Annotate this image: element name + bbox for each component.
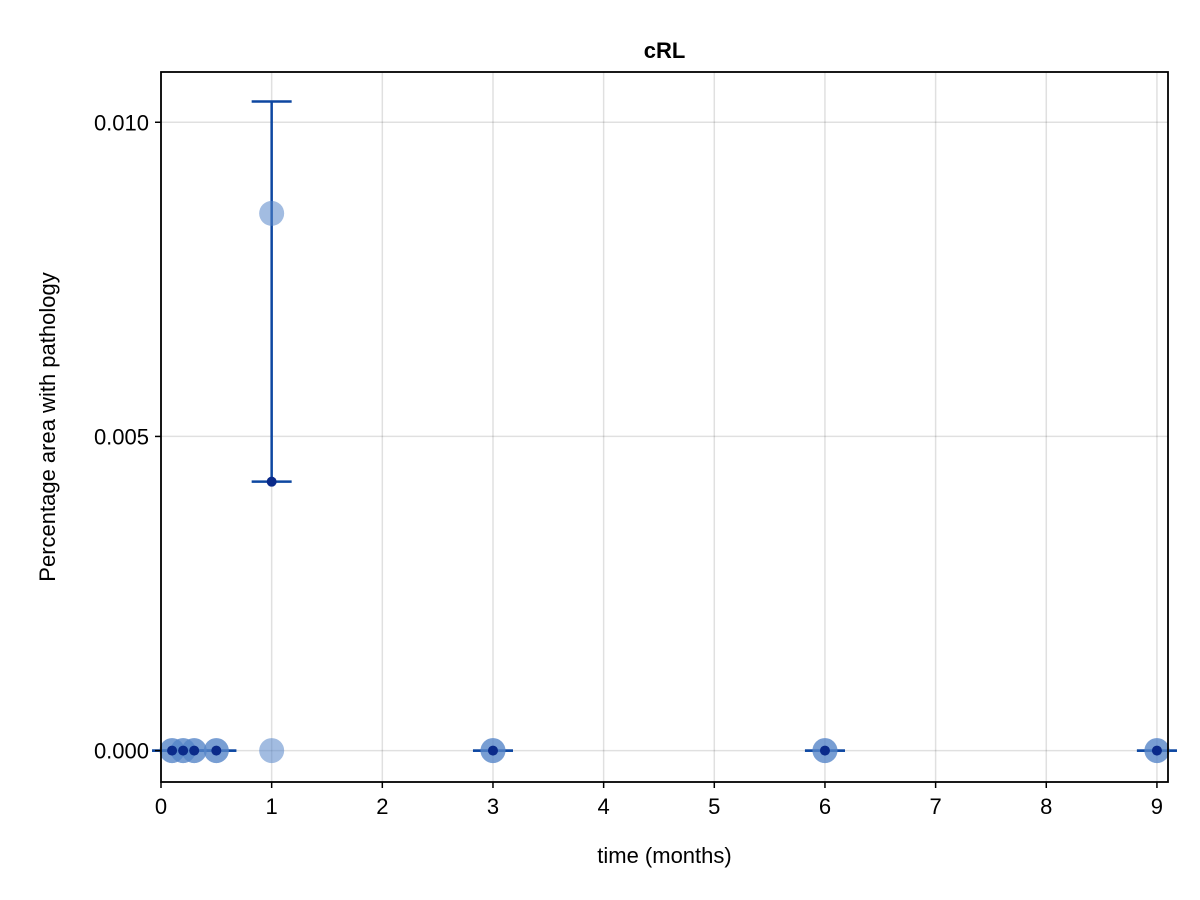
x-tick-label: 8 <box>1040 794 1052 819</box>
y-tick-label: 0.010 <box>94 110 149 135</box>
y-tick-label: 0.005 <box>94 424 149 449</box>
x-axis-label: time (months) <box>597 843 731 868</box>
x-tick-label: 1 <box>266 794 278 819</box>
mean-marker <box>1151 745 1162 756</box>
mean-marker <box>178 745 189 756</box>
x-tick-label: 9 <box>1151 794 1163 819</box>
mean-marker <box>167 745 178 756</box>
grid <box>160 72 1168 782</box>
x-tick-label: 6 <box>819 794 831 819</box>
data-points <box>159 200 1170 764</box>
data-point <box>259 200 285 226</box>
plot-frame <box>160 71 1169 783</box>
data-point <box>259 738 285 764</box>
y-axis-label: Percentage area with pathology <box>35 272 60 581</box>
chart-title: cRL <box>644 38 686 63</box>
x-axis-ticks: 0 1 2 3 4 5 6 7 8 9 <box>155 782 1163 819</box>
mean-marker <box>266 476 277 487</box>
mean-markers <box>167 476 1162 756</box>
x-tick-label: 5 <box>708 794 720 819</box>
y-axis-ticks: 0.000 0.005 0.010 <box>94 110 161 764</box>
mean-marker <box>487 745 498 756</box>
mean-marker <box>189 745 200 756</box>
mean-marker <box>819 745 830 756</box>
x-tick-label: 7 <box>929 794 941 819</box>
mean-marker <box>211 745 222 756</box>
y-tick-label: 0.000 <box>94 739 149 764</box>
x-tick-label: 3 <box>487 794 499 819</box>
x-tick-label: 4 <box>598 794 610 819</box>
x-tick-label: 2 <box>376 794 388 819</box>
error-bars <box>152 100 1177 752</box>
x-tick-label: 0 <box>155 794 167 819</box>
